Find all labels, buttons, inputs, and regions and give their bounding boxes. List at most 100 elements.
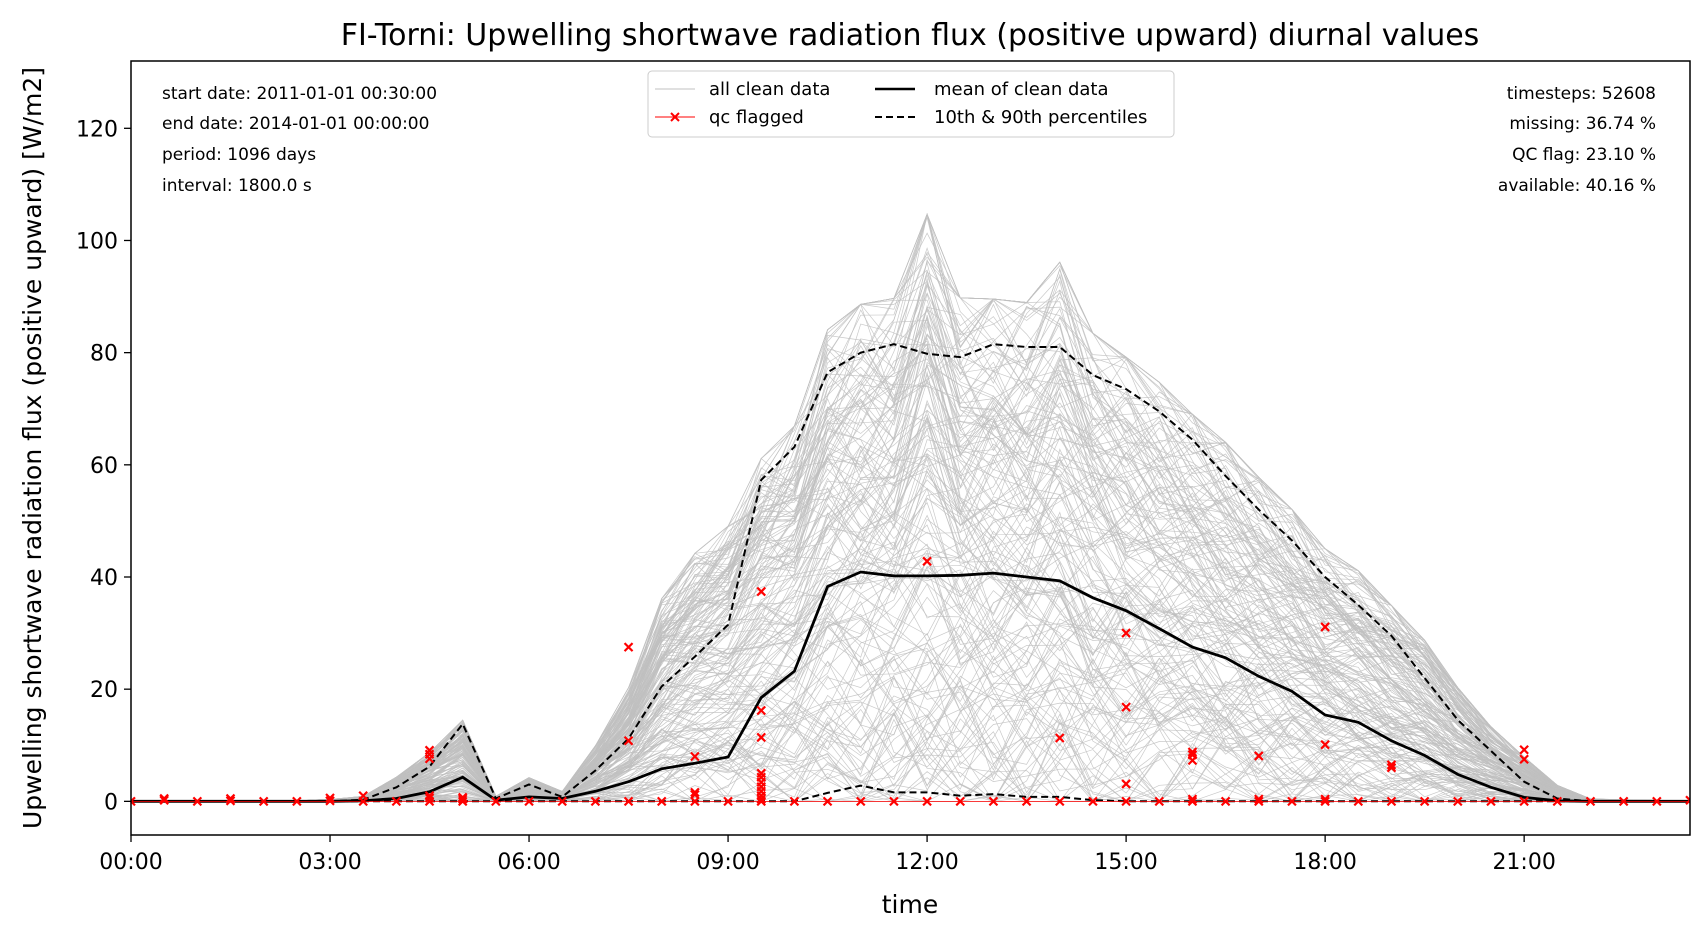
qc-flagged-marker xyxy=(1254,751,1264,761)
qc-flagged-marker xyxy=(889,796,899,807)
qc-flagged-marker xyxy=(1353,796,1364,807)
clean-data-line xyxy=(131,428,1690,802)
qc-flagged-marker xyxy=(623,796,634,807)
qc-flagged-marker xyxy=(1187,794,1198,804)
clean-data-line xyxy=(131,616,1690,802)
qc-flagged-marker xyxy=(225,793,236,804)
clean-data-line xyxy=(131,421,1690,802)
qc-flagged-marker xyxy=(1685,795,1690,806)
qc-flagged-marker xyxy=(524,796,534,807)
clean-data-line xyxy=(131,489,1690,802)
y-tick-label: 20 xyxy=(90,678,118,703)
clean-data-line xyxy=(131,637,1690,802)
qc-flagged-marker xyxy=(723,796,733,807)
info-qc-flag: QC flag: 23.10 % xyxy=(1512,145,1656,165)
x-tick-label: 06:00 xyxy=(497,850,560,875)
clean-data-line xyxy=(131,559,1690,802)
qc-flagged-marker xyxy=(1419,796,1430,807)
qc-flagged-marker xyxy=(1187,747,1198,757)
qc-flagged-marker xyxy=(457,794,468,804)
qc-flagged-marker xyxy=(1386,796,1397,807)
y-tick-label: 80 xyxy=(90,342,118,367)
info-interval: interval: 1800.0 s xyxy=(162,176,312,196)
qc-flagged-marker xyxy=(1220,796,1231,807)
qc-flagged-marker xyxy=(922,796,932,807)
qc-flagged-marker xyxy=(955,796,966,807)
y-tick-label: 0 xyxy=(104,790,118,815)
qc-flagged-marker xyxy=(855,796,866,807)
info-start-date: start date: 2011-01-01 00:30:00 xyxy=(162,84,437,104)
qc-flagged-marker xyxy=(1486,796,1496,807)
x-tick-label: 18:00 xyxy=(1293,850,1356,875)
chart-title: FI-Torni: Upwelling shortwave radiation … xyxy=(341,18,1480,53)
x-tick-label: 00:00 xyxy=(99,850,162,875)
qc-flagged-marker xyxy=(258,796,269,807)
clean-data-line xyxy=(131,361,1690,802)
clean-data-line xyxy=(131,518,1690,802)
qc-flagged-marker xyxy=(1552,796,1563,807)
qc-flagged-marker xyxy=(1386,762,1397,773)
clean-data-line xyxy=(131,479,1690,802)
info-missing: missing: 36.74 % xyxy=(1509,114,1656,134)
qc-flagged-marker xyxy=(1386,760,1397,770)
qc-flagged-marker xyxy=(457,792,468,803)
qc-flagged-marker xyxy=(1187,796,1198,807)
qc-flagged-marker xyxy=(789,796,800,807)
plot-frame xyxy=(130,60,1691,836)
qc-flagged-marker xyxy=(1519,744,1529,755)
qc-flagged-marker xyxy=(756,794,767,804)
x-tick-label: 15:00 xyxy=(1094,850,1157,875)
qc-flagged-marker xyxy=(159,793,169,804)
qc-flagged-marker xyxy=(1453,796,1463,807)
qc-flagged-marker xyxy=(391,796,402,807)
qc-flagged-marker xyxy=(491,796,501,807)
clean-data-line xyxy=(131,650,1690,802)
clean-data-line xyxy=(131,343,1690,802)
qc-flagged-marker xyxy=(225,796,236,806)
clean-data-line xyxy=(131,322,1690,802)
qc-flagged-marker xyxy=(1320,739,1330,750)
mean-line-group xyxy=(131,570,1690,803)
clean-data-lines xyxy=(131,212,1690,803)
qc-flagged-marker xyxy=(292,796,302,807)
info-right-block: timesteps: 52608 missing: 36.74 % QC fla… xyxy=(1498,84,1656,196)
qc-flagged-marker xyxy=(1585,796,1596,807)
x-tick-label: 09:00 xyxy=(696,850,759,875)
legend: all clean data qc flagged mean of clean … xyxy=(647,70,1175,138)
mean-line xyxy=(131,570,1690,803)
clean-data-line xyxy=(131,407,1690,802)
clean-data-line xyxy=(131,545,1690,802)
info-end-date: end date: 2014-01-01 00:00:00 xyxy=(162,114,429,134)
x-tick-label: 21:00 xyxy=(1492,850,1555,875)
qc-flagged-marker xyxy=(159,795,169,806)
clean-data-line xyxy=(131,409,1690,802)
clean-data-line xyxy=(131,480,1690,802)
qc-flagged-marker xyxy=(690,751,700,762)
qc-flagged-marker xyxy=(1254,796,1264,807)
qc-flagged-marker xyxy=(1618,796,1629,807)
qc-flagged-marker xyxy=(424,793,435,803)
legend-label-mean: mean of clean data xyxy=(934,79,1109,100)
qc-flagged-marker xyxy=(756,732,767,743)
qc-flagged-marker xyxy=(1652,796,1662,807)
clean-data-line xyxy=(131,303,1690,802)
qc-flagged-marker xyxy=(424,745,435,756)
info-left-block: start date: 2011-01-01 00:30:00 end date… xyxy=(162,84,437,196)
qc-flagged-marker xyxy=(131,796,136,807)
qc-flagged-marker xyxy=(1320,796,1330,807)
clean-data-line xyxy=(131,425,1690,802)
qc-flagged-marker xyxy=(424,790,435,801)
qc-flagged-marker xyxy=(1121,702,1131,712)
qc-flagged-marker xyxy=(1054,733,1065,743)
legend-swatch-flagged xyxy=(655,112,695,122)
qc-flagged-marker xyxy=(988,796,999,807)
legend-label-percentile: 10th & 90th percentiles xyxy=(934,107,1147,128)
qc-flagged-marker xyxy=(1054,796,1065,807)
qc-flagged-marker xyxy=(1254,794,1264,804)
legend-frame xyxy=(647,70,1175,138)
clean-data-line xyxy=(131,516,1690,802)
clean-data-line xyxy=(131,335,1690,802)
clean-data-line xyxy=(131,342,1690,802)
clean-data-line xyxy=(131,316,1690,802)
y-tick-label: 40 xyxy=(90,566,118,591)
